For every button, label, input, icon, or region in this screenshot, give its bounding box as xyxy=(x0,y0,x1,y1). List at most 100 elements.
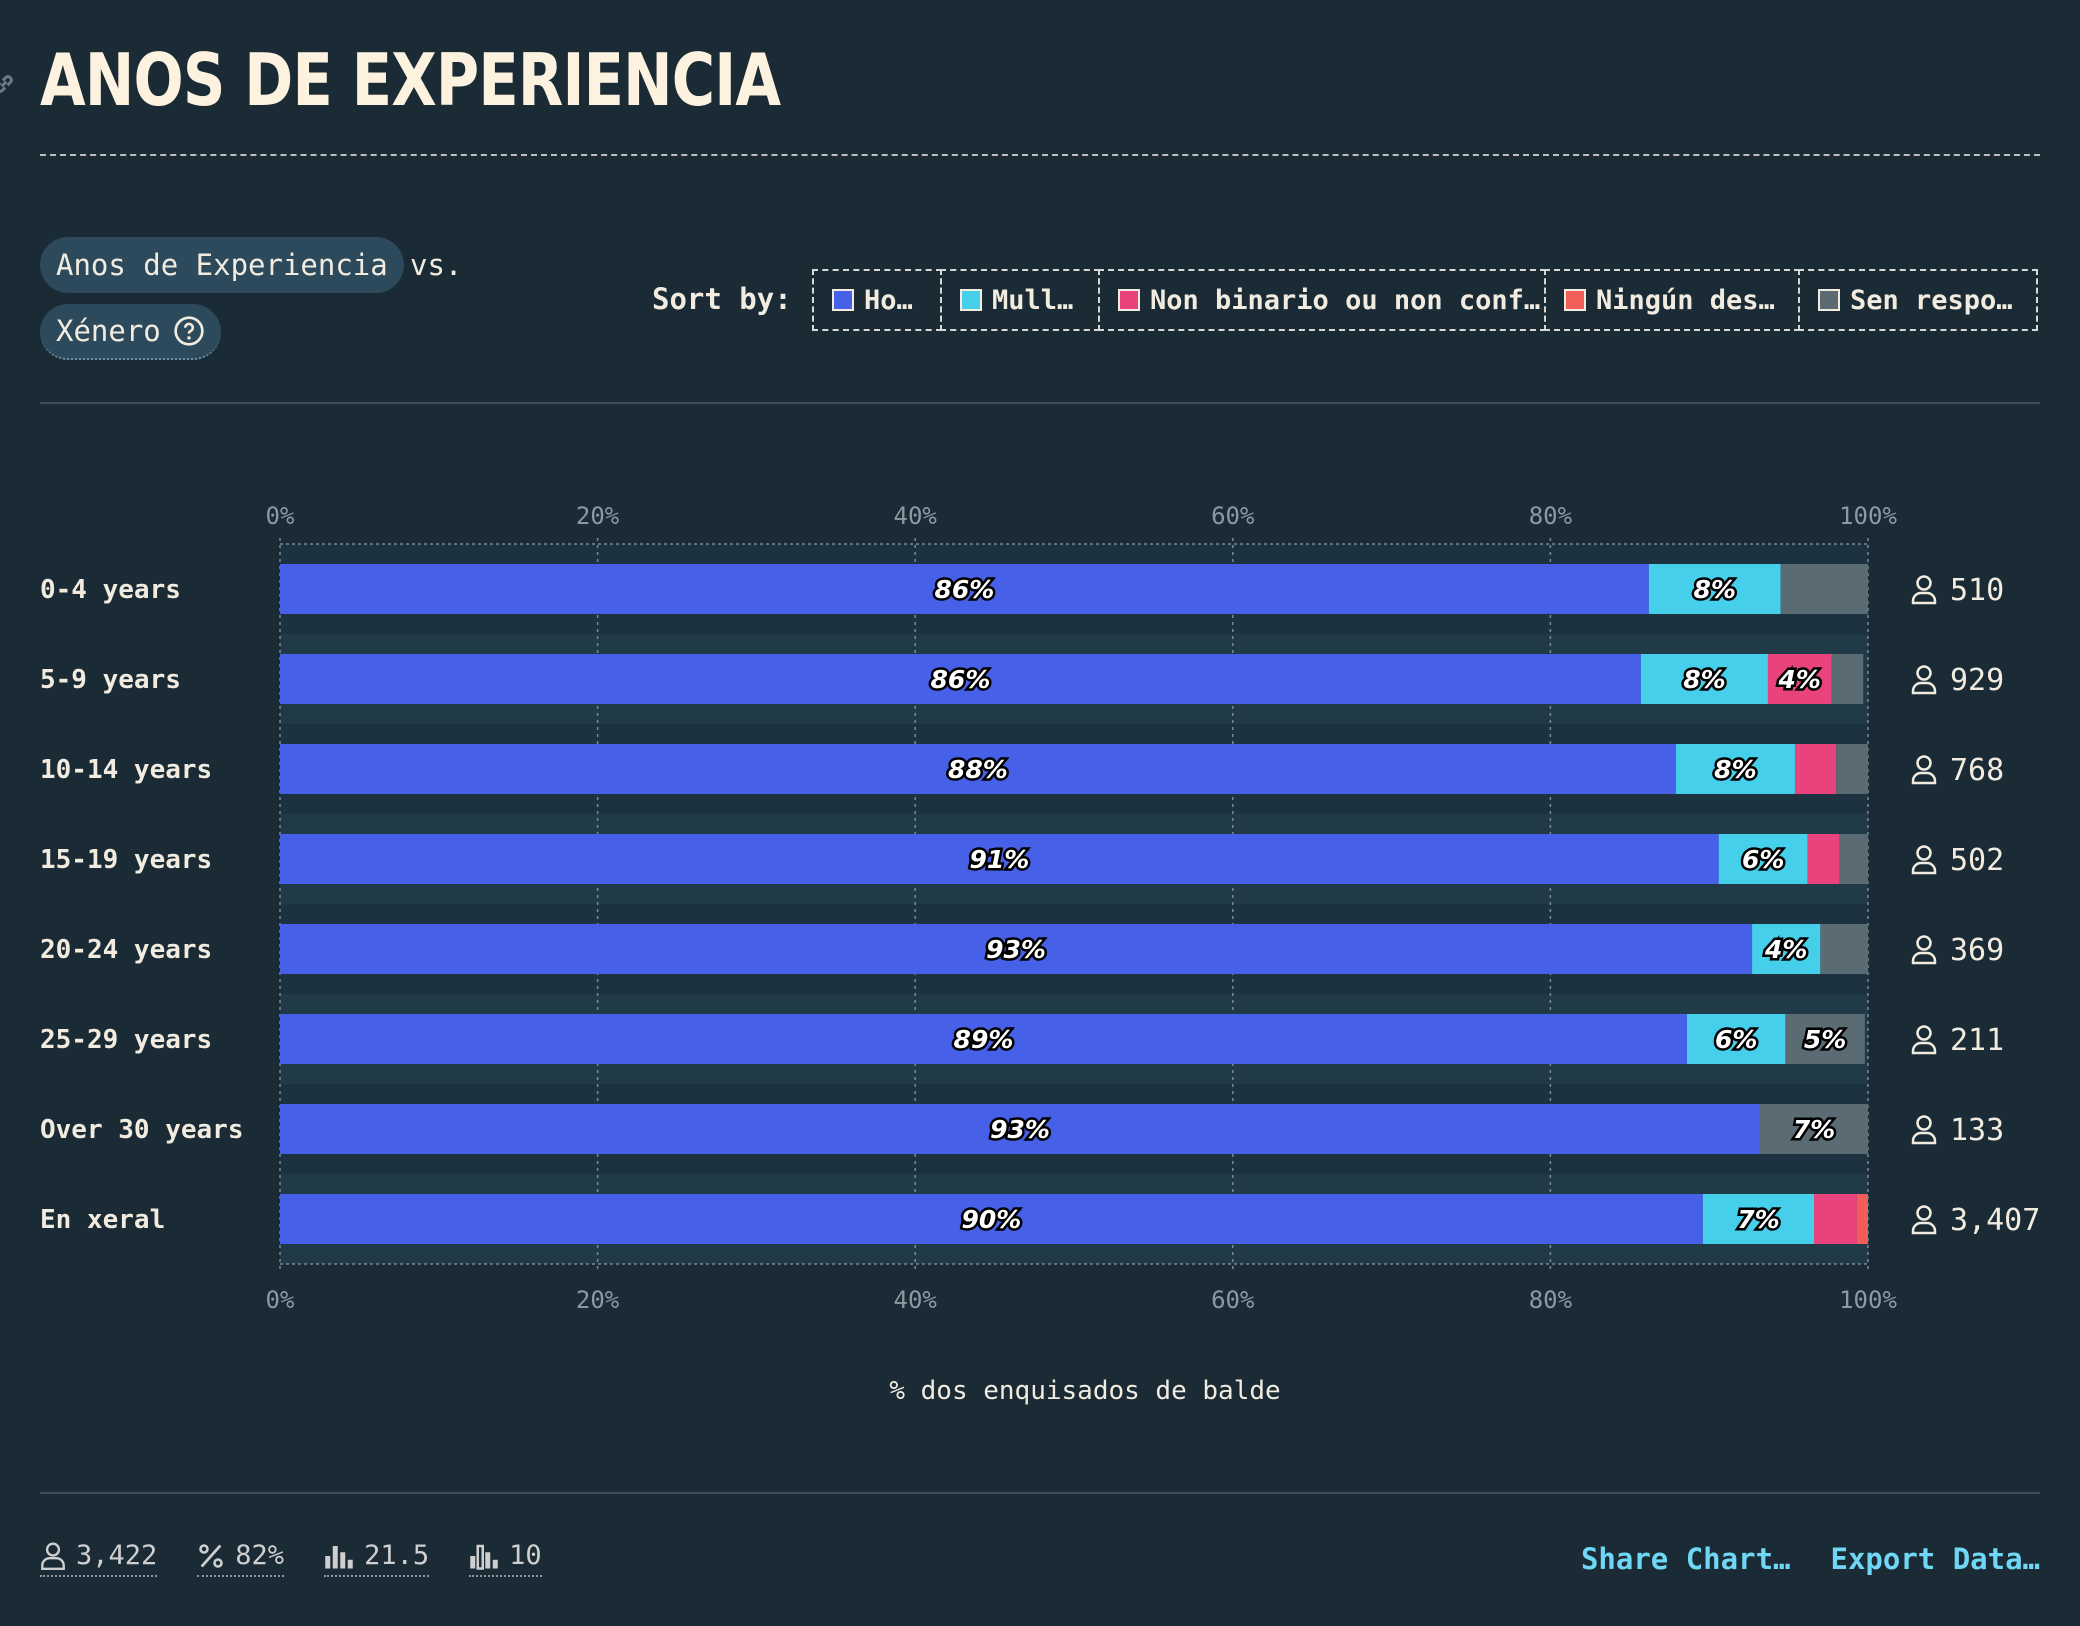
bar-segment xyxy=(280,744,1676,794)
person-icon xyxy=(1916,1205,1932,1221)
respondents-stat[interactable]: 3,422 xyxy=(40,1540,158,1577)
percent-stat[interactable]: 82% xyxy=(197,1540,285,1577)
median-stat[interactable]: 10 xyxy=(469,1540,542,1577)
average-value: 21.5 xyxy=(364,1540,430,1571)
category-label: Over 30 years xyxy=(40,1115,244,1145)
segment-label: 4% xyxy=(1777,665,1820,694)
legend-label: Ho… xyxy=(864,284,913,316)
share-chart-link[interactable]: Share Chart… xyxy=(1580,1542,1791,1576)
person-icon-body xyxy=(1911,951,1937,965)
bar-segment xyxy=(280,1104,1761,1154)
legend-swatch xyxy=(1564,289,1586,311)
sort-option-non-binario[interactable]: Non binario ou non conf… xyxy=(1098,269,1546,331)
respondent-count: 502 xyxy=(1950,843,2004,878)
variable-secondary-selector[interactable]: Xénero xyxy=(40,304,221,360)
bar-segment xyxy=(280,1194,1703,1244)
segment-label: 86% xyxy=(935,575,995,604)
person-icon xyxy=(1916,755,1932,771)
bar-segment xyxy=(280,924,1753,974)
x-tick-label-top: 80% xyxy=(1529,502,1573,530)
x-tick-label-top: 60% xyxy=(1211,502,1255,530)
segment-label: 88% xyxy=(948,755,1008,784)
respondent-count: 211 xyxy=(1950,1023,2004,1058)
segment-label: 93% xyxy=(986,935,1046,964)
bar-segment xyxy=(1836,744,1868,794)
x-axis-label: % dos enquisados de balde xyxy=(889,1376,1281,1406)
bar-segment xyxy=(280,1014,1687,1064)
segment-label: 90% xyxy=(962,1205,1022,1234)
legend-label: Non binario ou non conf… xyxy=(1150,284,1541,316)
person-icon-body xyxy=(1911,1221,1937,1235)
bar-segment xyxy=(1702,1194,1815,1244)
bar-segment xyxy=(1767,654,1832,704)
bar-segment xyxy=(1807,834,1840,884)
bar-segment xyxy=(280,834,1719,884)
segment-label: 5% xyxy=(1804,1025,1846,1054)
footer-actions: Share Chart… Export Data… xyxy=(1581,1542,2040,1576)
segment-label: 6% xyxy=(1742,845,1784,874)
bar-segment xyxy=(1760,1104,1868,1154)
person-icon-body xyxy=(1911,1041,1937,1055)
bar-segment xyxy=(1831,654,1864,704)
percent-icon xyxy=(199,1543,224,1568)
sort-option-sen-resposta[interactable]: Sen respo… xyxy=(1798,269,2038,331)
person-icon xyxy=(1916,935,1932,951)
vs-text: vs. xyxy=(410,248,463,282)
segment-label: 86% xyxy=(931,665,991,694)
person-icon xyxy=(1916,1115,1932,1131)
legend-swatch xyxy=(832,289,854,311)
footer-stats: 3,422 82% 21.5 10 xyxy=(40,1540,542,1577)
legend-label: Mull… xyxy=(992,284,1074,316)
legend-sort-options: Ho… Mull… Non binario ou non conf… Ningú… xyxy=(812,269,2040,331)
bar-segment xyxy=(1675,744,1795,794)
segment-label: 89% xyxy=(954,1025,1014,1054)
page-title: ANOS DE EXPERIENCIA xyxy=(40,38,781,122)
x-tick-label-top: 100% xyxy=(1839,502,1897,530)
segment-label: 8% xyxy=(1714,755,1756,784)
segment-label: 4% xyxy=(1764,935,1807,964)
category-label: 0-4 years xyxy=(40,575,181,605)
person-icon-body xyxy=(1911,771,1937,785)
bar-segment xyxy=(1839,834,1868,884)
respondent-count: 929 xyxy=(1950,663,2004,698)
help-icon[interactable] xyxy=(173,315,205,347)
variable-secondary-label: Xénero xyxy=(56,314,161,348)
legend-swatch xyxy=(960,289,982,311)
x-tick-label-bottom: 0% xyxy=(266,1286,295,1314)
person-icon xyxy=(1916,665,1932,681)
x-tick-label-bottom: 60% xyxy=(1211,1286,1255,1314)
segment-label: 6% xyxy=(1715,1025,1757,1054)
person-icon xyxy=(1916,1025,1932,1041)
x-tick-label-bottom: 80% xyxy=(1529,1286,1573,1314)
controls-divider xyxy=(40,402,2040,404)
sort-option-ningun[interactable]: Ningún des… xyxy=(1544,269,1800,331)
median-value: 10 xyxy=(509,1540,542,1571)
average-stat[interactable]: 21.5 xyxy=(324,1540,430,1577)
x-tick-label-bottom: 20% xyxy=(576,1286,620,1314)
bar-chart-icon xyxy=(325,1545,353,1568)
variable-primary-selector[interactable]: Anos de Experiencia xyxy=(40,237,404,293)
category-label: En xeral xyxy=(40,1205,165,1235)
stacked-bar-chart: 0% 0% 20% 20% 40% 40% 60% 60% 80% 80% 100% 100% 0-4 … xyxy=(40,502,2040,1314)
category-label: 20-24 years xyxy=(40,935,212,965)
segment-label: 8% xyxy=(1683,665,1725,694)
sort-option-mulleres[interactable]: Mull… xyxy=(940,269,1100,331)
bar-segment xyxy=(1794,744,1837,794)
link-icon[interactable] xyxy=(0,70,18,98)
export-data-link[interactable]: Export Data… xyxy=(1830,1542,2040,1576)
sort-option-homes[interactable]: Ho… xyxy=(812,269,942,331)
bar-segment xyxy=(1648,564,1781,614)
x-tick-label-top: 0% xyxy=(266,502,295,530)
respondent-count: 3,407 xyxy=(1950,1203,2040,1238)
bar-segment xyxy=(1686,1014,1786,1064)
footer-divider xyxy=(40,1492,2040,1494)
segment-label: 8% xyxy=(1694,575,1736,604)
x-tick-label-top: 20% xyxy=(576,502,620,530)
segment-label: 7% xyxy=(1737,1205,1779,1234)
legend-swatch xyxy=(1118,289,1140,311)
bar-segment xyxy=(1814,1194,1857,1244)
person-icon-body xyxy=(1911,681,1937,695)
legend-swatch xyxy=(1818,289,1840,311)
person-icon-body xyxy=(1911,861,1937,875)
bar-segment xyxy=(1820,924,1868,974)
